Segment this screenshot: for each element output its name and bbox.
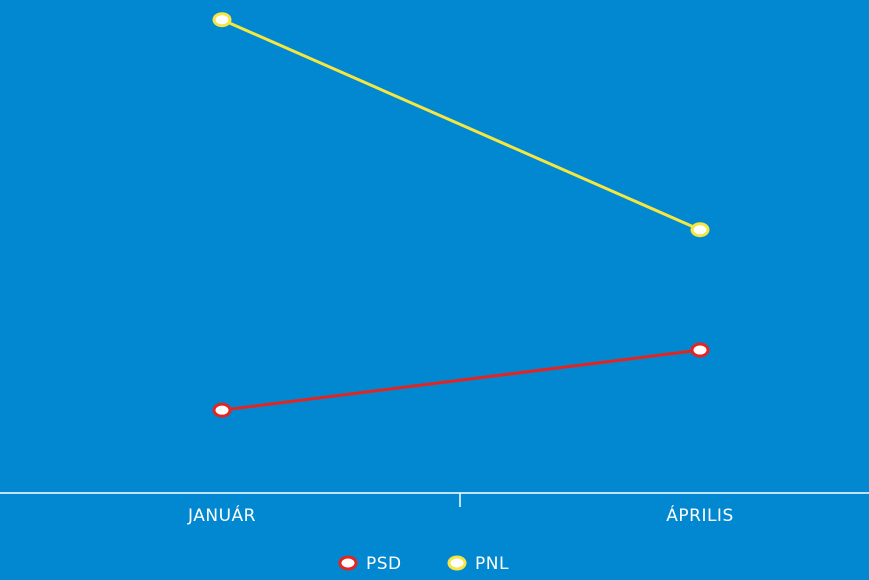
point	[212, 402, 232, 418]
legend-marker	[338, 555, 358, 571]
legend-marker	[447, 555, 467, 571]
point	[690, 222, 710, 238]
series-line	[221, 348, 701, 412]
legend-label: PNL	[475, 554, 509, 574]
legend-label: PSD	[366, 554, 402, 574]
x-tick-label: JANUÁR	[187, 504, 256, 526]
point	[690, 342, 710, 358]
x-tick-label: ÁPRILIS	[666, 504, 733, 526]
series-line	[221, 18, 701, 232]
point	[212, 12, 232, 28]
